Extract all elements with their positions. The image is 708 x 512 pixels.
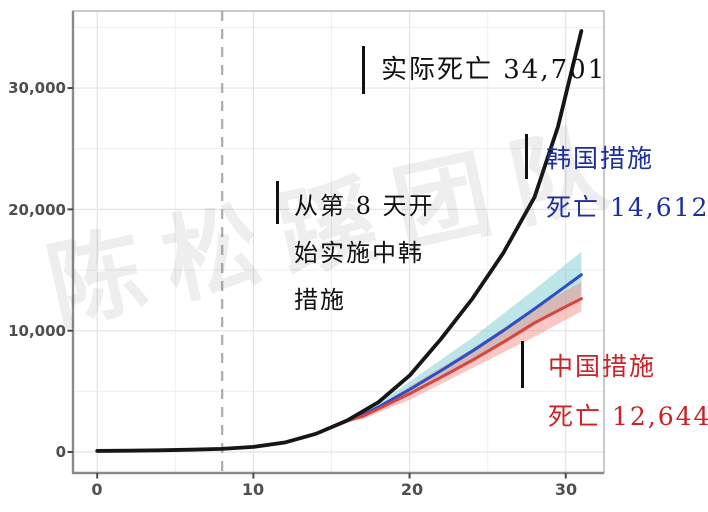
intervention-note-marker-line [276, 181, 279, 224]
x-axis-tick-label-0: 0 [91, 480, 103, 499]
y-axis-tick-label-10000: 10,000 [8, 322, 66, 340]
actual-deaths-annotation-line: 实际死亡 34,701 [381, 55, 607, 85]
intervention-note-annotation: 从第 8 天开 始实施中韩 措施 [294, 183, 435, 324]
y-axis-tick-label-20000: 20,000 [8, 201, 66, 219]
china-measures-line-1: 中国措施 [548, 352, 657, 381]
actual-deaths-marker-line [362, 46, 365, 94]
intervention-note-line-2: 始实施中韩 [294, 239, 424, 267]
x-axis-tick-label-20: 20 [400, 480, 424, 499]
china-measures-annotation: 中国措施 死亡 12,644 [548, 342, 708, 442]
x-axis-tick-label-10: 10 [241, 480, 265, 499]
series-actual-deaths [95, 29, 584, 453]
china-measures-marker-line [521, 341, 524, 388]
korea-measures-annotation: 韩国措施 死亡 14,612 [546, 134, 708, 232]
series-china-measures [314, 297, 583, 436]
korea-measures-line-1: 韩国措施 [546, 144, 655, 173]
actual-deaths-annotation: 实际死亡 34,701 [381, 50, 606, 90]
china-measures-line-2: 死亡 12,644 [548, 402, 708, 431]
intervention-note-line-3: 措施 [294, 286, 346, 314]
intervention-note-line-1: 从第 8 天开 [294, 192, 435, 220]
korea-measures-marker-line [525, 134, 528, 179]
y-axis-tick-label-0: 0 [55, 443, 66, 461]
y-axis-tick-label-30000: 30,000 [8, 79, 66, 97]
korea-measures-line-2: 死亡 14,612 [546, 193, 708, 222]
x-axis-tick-label-30: 30 [554, 480, 578, 499]
